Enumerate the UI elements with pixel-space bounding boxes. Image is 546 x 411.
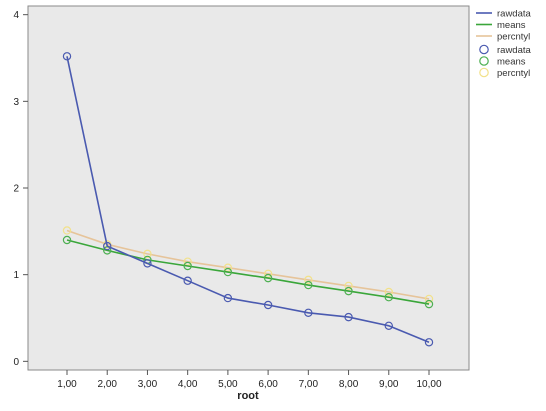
- y-tick-label: 4: [13, 10, 19, 21]
- series-line-percntyl: [66, 229, 430, 300]
- x-tick-label: 9,00: [379, 379, 399, 390]
- x-tick-label: 2,00: [97, 379, 117, 390]
- legend-label-rawdata: rawdata: [497, 45, 532, 56]
- y-tick-label: 0: [13, 357, 19, 368]
- x-tick-label: 8,00: [339, 379, 359, 390]
- series-layer: [62, 52, 434, 347]
- x-tick-label: 4,00: [178, 379, 198, 390]
- x-tick-label: 6,00: [258, 379, 278, 390]
- x-axis-title: root: [237, 390, 259, 402]
- series-line-rawdata: [66, 56, 430, 344]
- y-tick-label: 1: [13, 270, 19, 281]
- data-point-means: [344, 286, 353, 296]
- data-point-means: [304, 280, 313, 290]
- data-point-rawdata: [183, 276, 192, 285]
- data-point-rawdata: [143, 259, 152, 268]
- plot-area: [27, 5, 470, 371]
- legend-label-rawdata: rawdata: [497, 9, 532, 20]
- data-point-means: [384, 293, 393, 302]
- data-point-rawdata: [62, 52, 72, 61]
- data-point-rawdata: [344, 312, 353, 322]
- y-tick-label: 3: [13, 97, 19, 108]
- legend-marker-means: [479, 56, 489, 66]
- data-point-percntyl: [62, 226, 72, 235]
- legend-label-percntyl: percntyl: [497, 68, 530, 79]
- data-point-means: [62, 235, 72, 245]
- data-point-rawdata: [424, 338, 434, 347]
- legend-label-means: means: [497, 57, 526, 68]
- data-point-means: [183, 261, 192, 271]
- data-point-rawdata: [384, 321, 393, 330]
- data-point-percntyl: [344, 281, 353, 291]
- legend-label-means: means: [497, 20, 526, 31]
- x-tick-label: 1,00: [57, 379, 77, 390]
- x-tick-label: 3,00: [138, 379, 158, 390]
- y-axis: 0 1 2 3 4: [13, 10, 28, 368]
- data-point-percntyl: [384, 287, 393, 297]
- data-point-means: [424, 299, 434, 309]
- data-point-rawdata: [103, 241, 112, 251]
- series-rawdata: [62, 52, 434, 347]
- data-point-percntyl: [424, 294, 434, 304]
- x-tick-label: 5,00: [218, 379, 238, 390]
- data-point-means: [223, 267, 233, 277]
- x-tick-label: 10,00: [416, 379, 441, 390]
- legend-marker-percntyl: [479, 67, 489, 78]
- data-point-means: [263, 273, 273, 283]
- data-point-rawdata: [304, 308, 313, 317]
- y-tick-label: 2: [13, 184, 19, 195]
- x-axis: 1,00 2,00 3,00 4,00 5,00 6,00 7,00 8,00 9,00 10,0…: [57, 370, 442, 390]
- legend-marker-rawdata: [479, 44, 489, 55]
- data-point-rawdata: [263, 300, 273, 310]
- data-point-percntyl: [304, 275, 313, 285]
- data-point-percntyl: [143, 249, 152, 259]
- legend-label-percntyl: percntyl: [497, 32, 530, 43]
- x-tick-label: 7,00: [299, 379, 319, 390]
- data-point-rawdata: [223, 293, 233, 303]
